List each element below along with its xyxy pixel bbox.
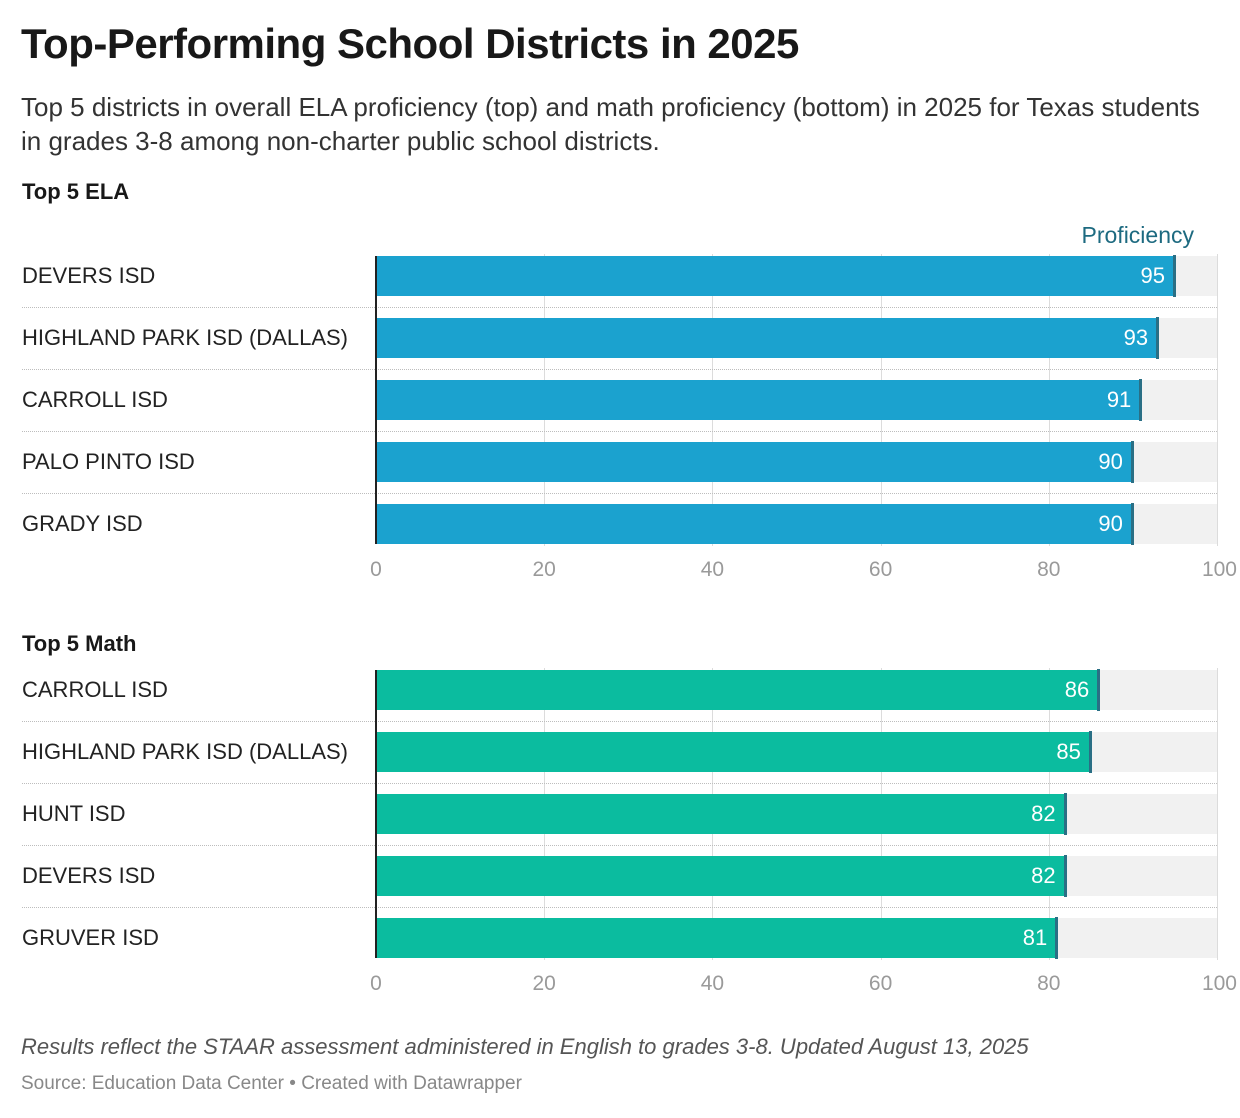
bar: [376, 918, 1058, 958]
bar-end-marker: [1063, 855, 1067, 897]
value-label: 90: [1098, 449, 1123, 474]
proficiency-column-header: Proficiency: [1081, 222, 1194, 248]
x-tick-label: 80: [1037, 558, 1061, 581]
value-label: 93: [1123, 325, 1149, 350]
bar: [376, 732, 1091, 772]
bar: [376, 318, 1159, 358]
bar-end-marker: [1130, 441, 1134, 483]
math-section-title: Top 5 Math: [22, 631, 137, 656]
x-tick-label: 0: [370, 972, 382, 995]
value-label: 86: [1064, 677, 1090, 702]
district-label: GRUVER ISD: [22, 925, 159, 950]
value-label: 95: [1140, 263, 1165, 288]
x-tick-label: 0: [370, 558, 382, 581]
bar-end-marker: [1063, 793, 1067, 835]
bar-end-marker: [1055, 917, 1059, 959]
district-label: PALO PINTO ISD: [22, 449, 195, 474]
chart-notes: Results reflect the STAAR assessment adm…: [21, 1034, 1029, 1059]
district-label: CARROLL ISD: [22, 677, 168, 702]
district-label: DEVERS ISD: [22, 863, 156, 888]
district-label: HIGHLAND PARK ISD (DALLAS): [22, 739, 349, 764]
bar-end-marker: [1156, 317, 1160, 359]
bar: [376, 794, 1066, 834]
row-separator: [22, 369, 1217, 370]
value-label: 81: [1022, 925, 1048, 950]
bar-end-marker: [1097, 669, 1101, 711]
bar: [376, 442, 1133, 482]
value-label: 85: [1056, 739, 1081, 764]
axis-baseline: [375, 256, 377, 544]
x-tick-label: 20: [532, 558, 556, 581]
x-tick-label: 60: [868, 558, 893, 581]
row-separator: [22, 431, 1217, 432]
district-label: HUNT ISD: [22, 801, 126, 826]
district-label: DEVERS ISD: [22, 263, 156, 288]
row-separator: [22, 907, 1217, 908]
bar-end-marker: [1172, 255, 1176, 297]
row-separator: [22, 721, 1217, 722]
value-label: 90: [1098, 511, 1123, 536]
value-label: 82: [1031, 863, 1056, 888]
district-label: HIGHLAND PARK ISD (DALLAS): [22, 325, 349, 350]
x-tick-label: 60: [868, 972, 893, 995]
x-tick-label: 80: [1037, 972, 1061, 995]
bar: [376, 856, 1066, 896]
x-tick-label: 40: [700, 558, 725, 581]
bar-end-marker: [1088, 731, 1092, 773]
x-tick-label: 40: [700, 972, 725, 995]
row-separator: [22, 845, 1217, 846]
bar: [376, 670, 1100, 710]
chart-source: Source: Education Data Center • Created …: [21, 1073, 522, 1094]
bar-end-marker: [1130, 503, 1134, 545]
row-separator: [22, 493, 1217, 494]
bar-end-marker: [1139, 379, 1143, 421]
row-separator: [22, 783, 1217, 784]
bar: [376, 504, 1133, 544]
district-label: CARROLL ISD: [22, 387, 168, 412]
chart-subtitle: Top 5 districts in overall ELA proficien…: [21, 92, 1200, 156]
chart-title: Top-Performing School Districts in 2025: [21, 20, 799, 67]
bar: [376, 380, 1142, 420]
value-label: 91: [1106, 387, 1132, 412]
value-label: 82: [1031, 801, 1056, 826]
gridline: [1217, 668, 1218, 960]
x-tick-label: 100: [1201, 972, 1237, 995]
x-tick-label: 20: [532, 972, 556, 995]
x-tick-label: 100: [1201, 558, 1237, 581]
gridline: [1217, 254, 1218, 546]
district-label: GRADY ISD: [22, 511, 143, 536]
bar: [376, 256, 1175, 296]
ela-section-title: Top 5 ELA: [22, 179, 130, 204]
row-separator: [22, 307, 1217, 308]
axis-baseline: [375, 670, 377, 958]
